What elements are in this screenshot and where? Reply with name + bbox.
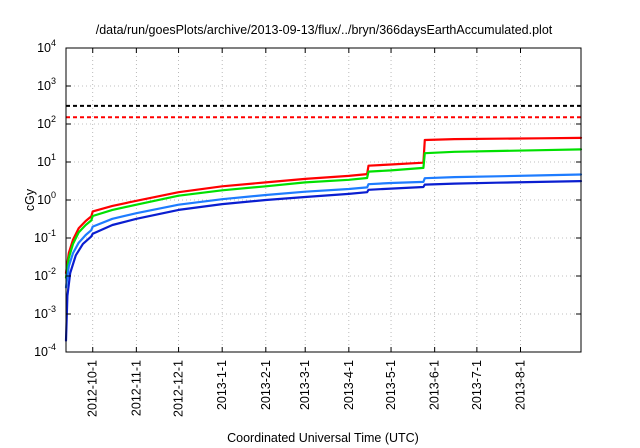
y-tick-label: 10-3 — [34, 304, 56, 321]
series-line-1 — [64, 136, 583, 275]
series-line-2 — [64, 148, 583, 279]
y-tick-label: 10-4 — [34, 342, 56, 359]
series-group — [64, 136, 583, 342]
y-axis-label: cGy — [23, 188, 37, 211]
series-line-3 — [64, 173, 583, 289]
y-tick-label: 100 — [37, 190, 56, 207]
y-tick-label: 104 — [37, 38, 56, 55]
y-tick-label: 103 — [37, 76, 56, 93]
x-tick-label: 2013-4-1 — [342, 360, 356, 410]
chart-title: /data/run/goesPlots/archive/2013-09-13/f… — [96, 23, 553, 37]
x-tick-label: 2012-11-1 — [129, 360, 143, 416]
y-tick-label: 102 — [37, 114, 56, 131]
x-ticks: 2012-10-1 2012-11-1 2012-12-1 2013-1-1 2013-… — [86, 48, 527, 417]
x-tick-label: 2013-7-1 — [470, 360, 484, 410]
series-line-4 — [64, 180, 583, 342]
y-tick-label: 10-2 — [34, 266, 56, 283]
x-axis-label: Coordinated Universal Time (UTC) — [227, 431, 419, 445]
x-tick-label: 2013-6-1 — [428, 360, 442, 410]
y-tick-label: 10-1 — [34, 228, 56, 245]
plot-frame — [65, 47, 582, 353]
y-tick-label: 101 — [37, 152, 56, 169]
x-tick-label: 2013-5-1 — [384, 360, 398, 410]
x-tick-label: 2013-2-1 — [259, 360, 273, 410]
x-tick-label: 2012-12-1 — [172, 360, 186, 417]
x-tick-label: 2013-3-1 — [298, 360, 312, 410]
x-tick-label: 2013-8-1 — [513, 360, 527, 410]
x-tick-label: 2012-10-1 — [86, 360, 100, 417]
x-tick-label: 2013-1-1 — [215, 360, 229, 410]
reference-lines — [66, 104, 581, 119]
